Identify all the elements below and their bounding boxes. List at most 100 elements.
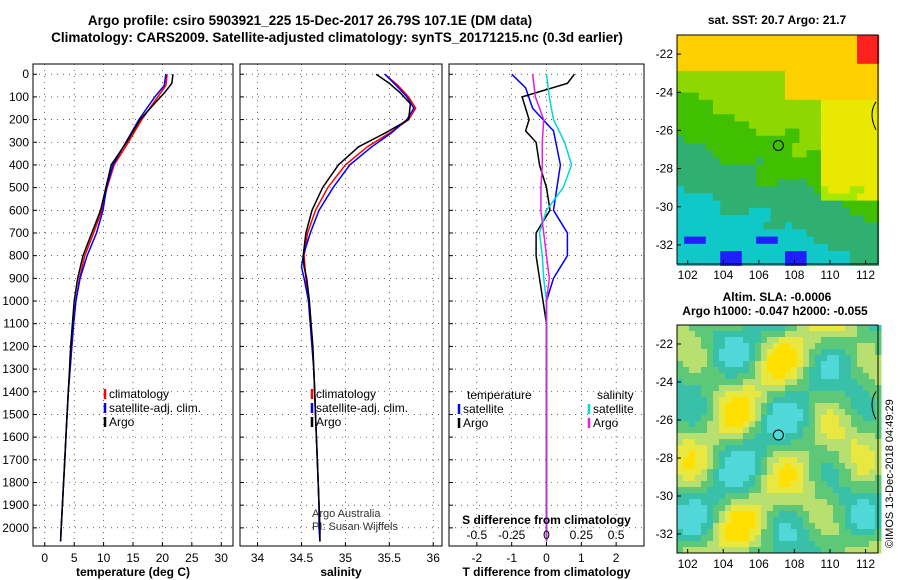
sst-map-cell xyxy=(741,243,750,252)
sla-map-cell xyxy=(821,343,828,350)
sst-map-cell xyxy=(770,35,779,43)
sst-map-cell xyxy=(691,49,700,58)
sst-map-cell xyxy=(770,171,779,180)
sla-map-cell xyxy=(833,325,840,332)
sla-map-cell xyxy=(863,391,870,398)
sst-map-cell xyxy=(777,35,786,43)
sst-map-cell xyxy=(763,35,772,43)
sla-map-cell xyxy=(707,511,714,518)
sla-map-cell xyxy=(773,541,780,548)
sst-map-cell xyxy=(741,49,750,58)
sla-map-cell xyxy=(689,433,696,440)
sla-map-cell xyxy=(773,421,780,428)
sla-map-cell xyxy=(677,457,684,464)
sla-map-cell xyxy=(755,433,762,440)
sla-map-cell xyxy=(809,367,816,374)
sst-map-cell xyxy=(792,164,800,173)
sst-map-cell xyxy=(813,186,822,194)
sla-map-cell xyxy=(851,535,858,542)
plot-frame xyxy=(239,63,443,547)
sla-map-cell xyxy=(725,481,732,488)
sla-map-cell xyxy=(731,493,738,500)
sst-map-cell xyxy=(691,135,700,144)
sst-map-cell xyxy=(698,42,707,50)
sst-map-cell xyxy=(749,42,757,50)
y-tick-label: 1700 xyxy=(2,453,29,467)
sla-map-cell xyxy=(731,427,738,434)
x-tick-label: 20 xyxy=(156,551,170,565)
sla-map-cell xyxy=(845,343,852,350)
sst-map-cell xyxy=(777,63,786,72)
sst-map-cell xyxy=(828,200,836,209)
sla-map-cell xyxy=(683,445,690,452)
sla-map-cell xyxy=(791,523,798,530)
sst-map-cell xyxy=(806,186,815,194)
sst-map-cell xyxy=(806,143,815,151)
sst-map-cell xyxy=(734,179,743,187)
sla-map-cell xyxy=(869,487,876,494)
sst-map-cell xyxy=(698,215,707,223)
sst-map-cell xyxy=(842,56,851,65)
sla-map-cell xyxy=(827,361,834,368)
sla-map-cell xyxy=(713,343,720,350)
sst-map-cell xyxy=(713,78,721,86)
sla-map-cell xyxy=(713,463,720,470)
sst-map-cell xyxy=(763,135,772,144)
sla-map-cell xyxy=(809,439,816,446)
sst-map-cell xyxy=(842,63,851,72)
sst-map-cell xyxy=(813,171,822,180)
sla-map-cell xyxy=(743,541,750,548)
sla-map-cell xyxy=(719,439,726,446)
legend-label: Argo xyxy=(463,416,489,430)
sla-map-cell xyxy=(773,343,780,350)
sla-map-cell xyxy=(857,403,864,410)
sla-map-cell xyxy=(707,433,714,440)
sst-map-cell xyxy=(806,157,815,166)
sst-map-cell xyxy=(842,71,851,79)
sst-map-cell xyxy=(871,56,880,65)
sst-map-cell xyxy=(864,258,872,266)
sla-map-cell xyxy=(869,355,876,362)
sst-map-cell xyxy=(763,42,772,50)
sla-map-cell xyxy=(677,529,684,536)
sst-map-cell xyxy=(684,42,692,50)
sla-map-cell xyxy=(791,421,798,428)
sla-map-cell xyxy=(863,535,870,542)
sst-map-cell xyxy=(849,121,858,130)
sst-map-cell xyxy=(777,78,786,86)
sla-map-cell xyxy=(779,499,786,506)
sst-map-cell xyxy=(763,63,772,72)
sla-map-cell xyxy=(815,457,822,464)
sst-map-cell xyxy=(677,251,685,259)
sst-map-cell xyxy=(864,63,872,72)
sst-map-cell xyxy=(842,135,851,144)
sst-map-cell xyxy=(828,236,836,245)
sla-map-cell xyxy=(701,415,708,422)
sla-map-cell xyxy=(743,439,750,446)
sla-map-cell xyxy=(785,361,792,368)
sla-map-cell xyxy=(719,337,726,344)
sla-map-cell xyxy=(767,343,774,350)
sla-map-cell xyxy=(695,403,702,410)
sst-map-cell xyxy=(799,179,808,187)
sst-map-cell xyxy=(821,49,829,58)
sla-map-cell xyxy=(677,337,684,344)
sla-map-cell xyxy=(773,499,780,506)
sst-map-cell xyxy=(842,49,851,58)
sst-map-cell xyxy=(691,207,700,216)
sst-map-cell xyxy=(691,150,700,158)
sla-map-cell xyxy=(833,451,840,458)
sla-map-cell xyxy=(683,451,690,458)
sst-map-cell xyxy=(849,56,858,65)
sla-map-cell xyxy=(791,379,798,386)
sla-map-cell xyxy=(779,451,786,458)
coastline xyxy=(871,391,877,420)
sla-map-cell xyxy=(719,445,726,452)
sst-map-cell xyxy=(741,193,750,202)
sla-map-cell xyxy=(833,391,840,398)
sla-map-cell xyxy=(773,523,780,530)
sla-map-cell xyxy=(845,469,852,476)
sla-map-cell xyxy=(851,343,858,350)
sst-map-cell xyxy=(763,251,772,259)
sla-map-cell xyxy=(755,427,762,434)
